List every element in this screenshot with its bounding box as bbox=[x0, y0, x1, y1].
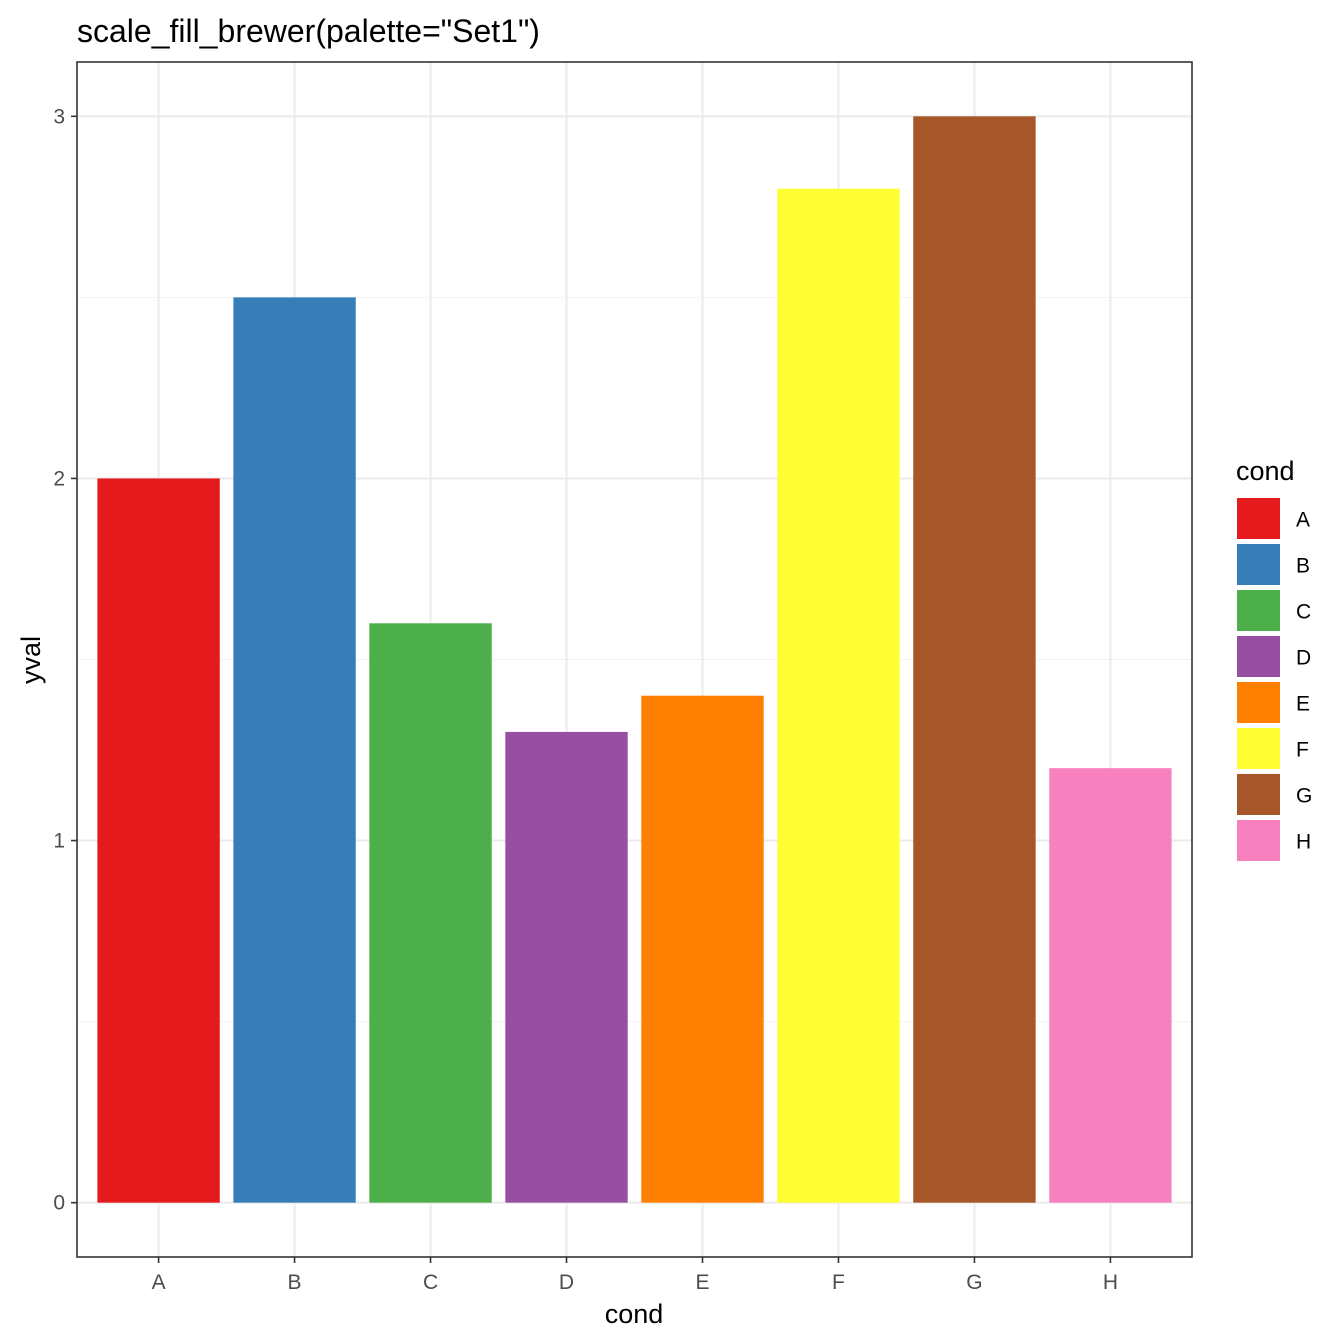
legend-key-H bbox=[1237, 820, 1280, 861]
legend-label-C: C bbox=[1296, 601, 1311, 624]
bar-G bbox=[913, 116, 1036, 1203]
y-tick-label: 2 bbox=[53, 467, 65, 490]
legend-label-E: E bbox=[1296, 693, 1310, 716]
legend-key-B bbox=[1237, 544, 1280, 585]
x-tick-label: H bbox=[1103, 1271, 1118, 1294]
legend-label-B: B bbox=[1296, 555, 1310, 578]
x-tick-label: D bbox=[559, 1271, 574, 1294]
legend-key-E bbox=[1237, 682, 1280, 723]
x-axis-title: cond bbox=[605, 1299, 664, 1329]
chart-title: scale_fill_brewer(palette="Set1") bbox=[77, 13, 540, 49]
panel-border bbox=[76, 61, 1193, 1258]
y-tick-label: 3 bbox=[53, 105, 65, 128]
bars bbox=[97, 116, 1172, 1203]
legend-label-A: A bbox=[1296, 509, 1310, 532]
x-tick-label: A bbox=[152, 1271, 166, 1294]
bar-F bbox=[777, 188, 900, 1203]
x-tick-label: F bbox=[832, 1271, 845, 1294]
y-axis: 0 1 2 3 bbox=[53, 105, 77, 1215]
bar-H bbox=[1049, 768, 1172, 1203]
x-tick-label: B bbox=[288, 1271, 302, 1294]
legend-label-D: D bbox=[1296, 647, 1311, 670]
bar-A bbox=[97, 478, 220, 1203]
y-tick-label: 0 bbox=[53, 1192, 65, 1215]
bar-B bbox=[233, 297, 356, 1203]
x-tick-label: E bbox=[695, 1271, 709, 1294]
y-axis-title: yval bbox=[16, 636, 46, 684]
legend-key-F bbox=[1237, 728, 1280, 769]
bar-D bbox=[505, 731, 628, 1203]
bar-C bbox=[369, 623, 492, 1203]
legend-key-G bbox=[1237, 774, 1280, 815]
legend-label-F: F bbox=[1296, 739, 1309, 762]
legend-label-H: H bbox=[1296, 831, 1311, 854]
legend-key-A bbox=[1237, 498, 1280, 539]
y-tick-label: 1 bbox=[53, 830, 65, 853]
legend-key-C bbox=[1237, 590, 1280, 631]
legend-label-G: G bbox=[1296, 785, 1312, 808]
legend-title: cond bbox=[1236, 456, 1295, 486]
x-axis: A B C D E F G H bbox=[152, 1257, 1118, 1294]
x-tick-label: C bbox=[423, 1271, 438, 1294]
x-tick-label: G bbox=[966, 1271, 982, 1294]
bar-E bbox=[641, 695, 764, 1203]
legend-key-D bbox=[1237, 636, 1280, 677]
